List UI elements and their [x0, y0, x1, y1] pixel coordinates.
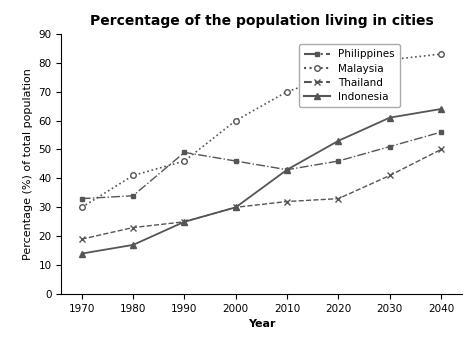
Philippines	[335, 159, 341, 163]
Malaysia	[182, 159, 187, 163]
Thailand	[387, 173, 392, 177]
Malaysia	[130, 173, 136, 177]
Malaysia	[438, 52, 444, 56]
Malaysia	[79, 205, 85, 209]
Malaysia	[387, 58, 392, 62]
Philippines	[130, 194, 136, 198]
Indonesia	[79, 251, 85, 256]
Indonesia	[233, 205, 239, 209]
Y-axis label: Percentage (%) of total population: Percentage (%) of total population	[23, 68, 33, 260]
Line: Thailand: Thailand	[78, 146, 445, 243]
Line: Malaysia: Malaysia	[79, 51, 444, 210]
Title: Percentage of the population living in cities: Percentage of the population living in c…	[89, 15, 433, 28]
Indonesia	[130, 243, 136, 247]
Philippines	[79, 197, 85, 201]
Thailand	[130, 225, 136, 230]
Indonesia	[335, 139, 341, 143]
Thailand	[182, 220, 187, 224]
Philippines	[233, 159, 239, 163]
Legend: Philippines, Malaysia, Thailand, Indonesia: Philippines, Malaysia, Thailand, Indones…	[299, 44, 400, 107]
Thailand	[233, 205, 239, 209]
X-axis label: Year: Year	[248, 319, 275, 329]
Indonesia	[284, 168, 290, 172]
Indonesia	[438, 107, 444, 111]
Line: Indonesia: Indonesia	[79, 106, 444, 256]
Philippines	[284, 168, 290, 172]
Philippines	[182, 150, 187, 154]
Philippines	[438, 130, 444, 134]
Malaysia	[233, 119, 239, 123]
Thailand	[284, 199, 290, 203]
Philippines	[387, 145, 392, 149]
Indonesia	[182, 220, 187, 224]
Thailand	[79, 237, 85, 241]
Malaysia	[284, 90, 290, 94]
Line: Philippines: Philippines	[79, 130, 444, 201]
Thailand	[438, 147, 444, 151]
Thailand	[335, 197, 341, 201]
Indonesia	[387, 116, 392, 120]
Malaysia	[335, 72, 341, 76]
